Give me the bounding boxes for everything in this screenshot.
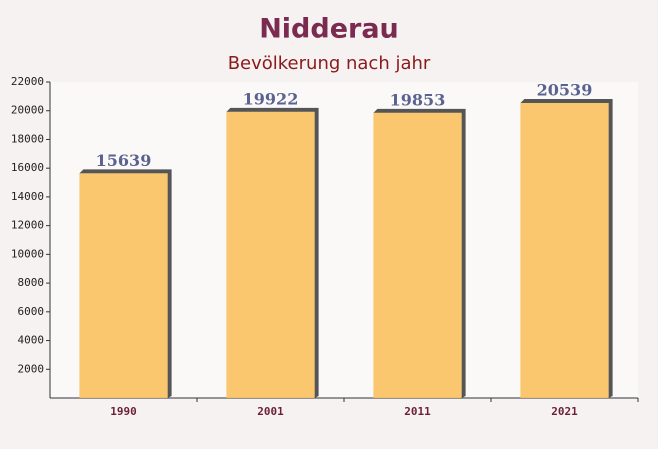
y-tick-label: 4000: [18, 334, 45, 347]
bar: [226, 111, 315, 399]
x-tick-label: 2021: [551, 405, 578, 418]
value-label: 19922: [243, 89, 299, 108]
y-tick-label: 10000: [11, 247, 44, 260]
y-tick-label: 22000: [11, 75, 44, 88]
value-label: 19853: [390, 90, 446, 109]
x-tick-label: 2001: [257, 405, 284, 418]
x-tick-label: 2011: [404, 405, 431, 418]
bar: [520, 102, 609, 398]
y-tick-label: 14000: [11, 190, 44, 203]
y-tick-label: 2000: [18, 362, 45, 375]
chart-subtitle: Bevölkerung nach jahr: [228, 53, 431, 74]
y-tick-label: 12000: [11, 219, 44, 232]
x-tick-label: 1990: [110, 405, 137, 418]
bar: [373, 112, 462, 398]
bar: [79, 173, 168, 398]
value-label: 20539: [537, 80, 593, 99]
y-tick-label: 6000: [18, 305, 45, 318]
y-tick-label: 20000: [11, 104, 44, 117]
y-tick-label: 18000: [11, 132, 44, 145]
value-label: 15639: [96, 151, 152, 170]
chart-title: Nidderau: [259, 14, 399, 45]
y-tick-label: 8000: [18, 276, 45, 289]
y-tick-label: 16000: [11, 161, 44, 174]
